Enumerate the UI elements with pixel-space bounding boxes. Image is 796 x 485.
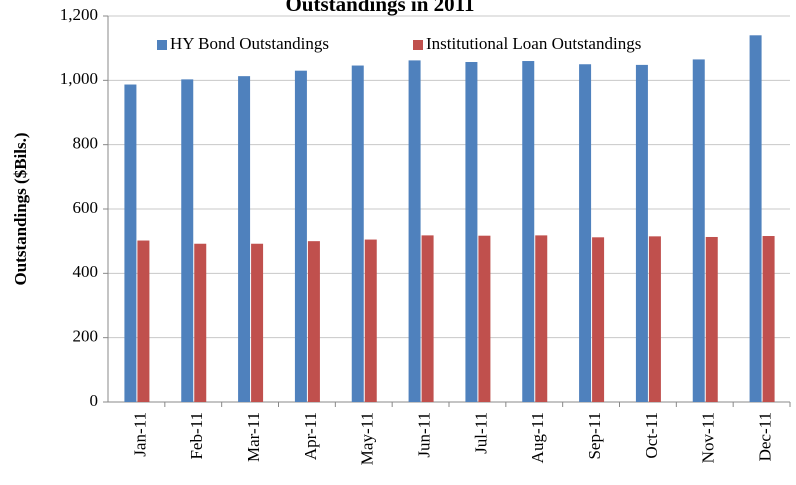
bar xyxy=(351,65,364,402)
bar xyxy=(635,64,648,402)
x-tick-label: May-11 xyxy=(358,412,377,465)
bar xyxy=(251,243,264,402)
y-tick-label: 1,200 xyxy=(60,5,98,24)
bar xyxy=(294,70,307,402)
y-tick-label: 600 xyxy=(73,198,99,217)
bar xyxy=(592,237,605,402)
y-tick-label: 800 xyxy=(73,134,99,153)
bar xyxy=(465,61,478,403)
x-tick-label: Feb-11 xyxy=(187,412,206,460)
y-tick-label: 1,000 xyxy=(60,69,98,88)
bar xyxy=(749,35,762,403)
x-tick-label: Oct-11 xyxy=(642,412,661,459)
y-tick-label: 200 xyxy=(73,327,99,346)
legend-label: Institutional Loan Outstandings xyxy=(426,34,641,53)
bar xyxy=(421,235,434,402)
legend-label: HY Bond Outstandings xyxy=(170,34,329,53)
bar xyxy=(124,84,137,402)
x-tick-label: Jun-11 xyxy=(414,412,433,458)
bar xyxy=(137,240,150,402)
x-tick-label: Nov-11 xyxy=(699,412,718,463)
y-tick-label: 400 xyxy=(73,262,99,281)
legend-swatch xyxy=(413,40,423,50)
chart-title: Outstandings in 2011 xyxy=(285,0,474,16)
bar xyxy=(307,241,320,402)
bar xyxy=(705,236,718,402)
bar xyxy=(181,79,194,402)
bar xyxy=(238,76,251,402)
x-tick-label: Jan-11 xyxy=(130,412,149,457)
bar xyxy=(535,235,548,402)
bar xyxy=(648,236,661,402)
x-tick-label: Mar-11 xyxy=(244,412,263,462)
y-axis-label: Outstandings ($Bils.) xyxy=(11,132,30,285)
bar xyxy=(692,59,705,403)
bar xyxy=(194,243,207,402)
x-tick-label: Sep-11 xyxy=(585,412,604,460)
bar xyxy=(522,61,535,403)
y-tick-label: 0 xyxy=(90,391,99,410)
bar xyxy=(762,236,775,402)
x-tick-label: Aug-11 xyxy=(528,412,547,463)
x-tick-label: Apr-11 xyxy=(301,412,320,460)
bar xyxy=(579,64,592,402)
bar xyxy=(364,239,377,402)
bar xyxy=(408,60,421,402)
bar xyxy=(478,235,491,402)
legend-swatch xyxy=(157,40,167,50)
x-tick-label: Dec-11 xyxy=(755,412,774,461)
x-tick-label: Jul-11 xyxy=(471,412,490,454)
